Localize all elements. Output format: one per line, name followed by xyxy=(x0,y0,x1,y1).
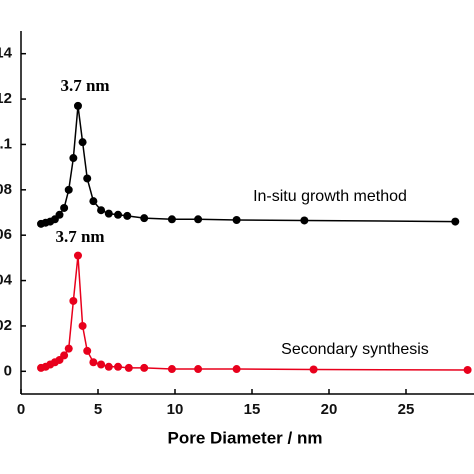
data-point xyxy=(123,211,132,220)
x-axis-label: Pore Diameter / nm xyxy=(168,428,323,447)
data-point xyxy=(232,215,241,224)
series-line xyxy=(40,105,456,225)
data-point xyxy=(69,296,78,305)
data-point xyxy=(73,251,82,260)
y-tick-label: 0.02 xyxy=(0,317,12,334)
data-point xyxy=(64,344,73,353)
data-point xyxy=(97,360,106,369)
data-point xyxy=(83,174,92,183)
data-point xyxy=(60,203,69,212)
y-tick-label: 0 xyxy=(4,362,12,379)
x-tick-label: 25 xyxy=(398,401,415,418)
annotation: In-situ growth method xyxy=(253,188,407,205)
data-point xyxy=(300,216,309,225)
y-tick-label: 0.12 xyxy=(0,90,12,107)
data-point xyxy=(167,215,176,224)
data-point xyxy=(60,351,69,360)
data-point xyxy=(309,365,318,374)
data-point xyxy=(73,101,82,110)
data-point xyxy=(140,214,149,223)
data-point xyxy=(140,363,149,372)
data-point xyxy=(78,321,87,330)
data-point xyxy=(104,209,113,218)
data-point xyxy=(89,358,98,367)
data-point xyxy=(451,217,460,226)
annotation: 3.7 nm xyxy=(55,227,104,246)
data-point xyxy=(64,185,73,194)
data-point xyxy=(104,362,113,371)
data-point xyxy=(167,365,176,374)
data-point xyxy=(78,138,87,147)
x-tick-label: 0 xyxy=(17,401,25,418)
y-tick-label: 0.14 xyxy=(0,45,13,62)
data-point xyxy=(97,206,106,215)
y-tick-label: 0.08 xyxy=(0,181,12,198)
data-point xyxy=(83,346,92,355)
data-point xyxy=(194,215,203,224)
annotation: 3.7 nm xyxy=(60,76,109,95)
x-tick-label: 5 xyxy=(94,401,102,418)
data-point xyxy=(114,362,123,371)
x-tick-label: 10 xyxy=(167,401,184,418)
data-point xyxy=(232,365,241,374)
data-point xyxy=(89,197,98,206)
data-point xyxy=(124,363,133,372)
x-tick-label: 15 xyxy=(244,401,261,418)
x-tick-label: 20 xyxy=(321,401,338,418)
data-point xyxy=(463,365,472,374)
y-tick-label: 0.04 xyxy=(0,272,13,289)
data-point xyxy=(194,365,203,374)
data-point xyxy=(55,210,64,219)
y-tick-label: 0.1 xyxy=(0,135,12,152)
data-point xyxy=(69,154,78,163)
annotation: Secondary synthesis xyxy=(281,341,429,358)
data-point xyxy=(114,210,123,219)
y-tick-label: 0.06 xyxy=(0,226,12,243)
